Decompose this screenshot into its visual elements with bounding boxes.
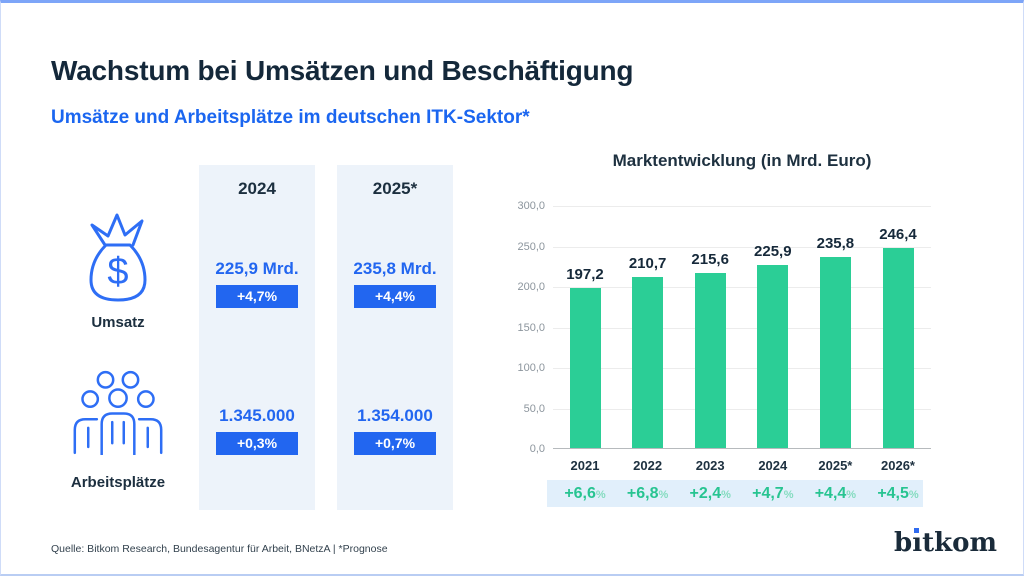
gridline bbox=[553, 368, 931, 369]
bar-value-label: 215,6 bbox=[691, 251, 729, 269]
umsatz-2024: 225,9 Mrd. +4,7% bbox=[199, 259, 315, 308]
bar-value-label: 225,9 bbox=[754, 243, 792, 261]
page-title: Wachstum bei Umsätzen und Beschäftigung bbox=[51, 55, 634, 86]
growth-badge: +4,7% bbox=[752, 485, 794, 502]
bar-2022 bbox=[632, 277, 664, 448]
column-2024-header: 2024 bbox=[238, 179, 276, 198]
umsatz-label: Umsatz bbox=[91, 314, 145, 331]
bar-2023 bbox=[694, 273, 726, 448]
bar-value-label: 235,8 bbox=[816, 235, 855, 253]
jobs-2025-value: 1.354.000 bbox=[357, 406, 433, 425]
growth-badge: +6,6% bbox=[564, 485, 606, 502]
bar-2025* bbox=[819, 257, 851, 448]
x-tick-label: 2021 bbox=[570, 458, 600, 473]
umsatz-2025-value: 235,8 Mrd. bbox=[353, 259, 437, 278]
people-icon bbox=[73, 370, 163, 456]
money-bag-icon: $ bbox=[89, 213, 147, 302]
growth-badge: +4,4% bbox=[814, 485, 857, 502]
y-tick-label: 200,0 bbox=[517, 281, 545, 293]
chart-plot: 197,2 210,7 215,6 225,9 235,8 246,4 bbox=[553, 206, 931, 449]
growth-badge: +6,8% bbox=[626, 485, 669, 502]
x-tick-label: 2023 bbox=[695, 458, 725, 473]
gridline bbox=[553, 287, 931, 288]
jobs-2024-change-badge: +0,3% bbox=[216, 432, 298, 455]
growth-band: +6,6% +6,8% +2,4% +4,7% +4,4% +4,5% bbox=[547, 480, 923, 507]
percent-sign: % bbox=[595, 489, 606, 501]
gridline bbox=[553, 408, 931, 410]
umsatz-2025: 235,8 Mrd. +4,4% bbox=[337, 259, 453, 308]
percent-sign: % bbox=[908, 489, 919, 501]
umsatz-2024-change-badge: +4,7% bbox=[216, 285, 298, 308]
x-tick-label: 2026* bbox=[881, 458, 915, 473]
percent-sign: % bbox=[658, 489, 669, 501]
arbeitsplaetze-label: Arbeitsplätze bbox=[70, 474, 166, 491]
bar-value-label: 210,7 bbox=[628, 255, 667, 273]
jobs-2025: 1.354.000 +0,7% bbox=[337, 406, 453, 455]
column-2025: 2025* 235,8 Mrd. +4,4% 1.354.000 +0,7% bbox=[337, 165, 453, 510]
umsatz-2025-change-badge: +4,4% bbox=[354, 285, 436, 308]
y-tick-label: 250,0 bbox=[517, 240, 545, 253]
y-tick-label: 300,0 bbox=[517, 200, 545, 212]
umsatz-row: $ Umsatz bbox=[53, 208, 183, 331]
arbeitsplaetze-row: Arbeitsplätze bbox=[53, 370, 183, 491]
bar-value-label: 197,2 bbox=[566, 266, 604, 284]
column-2025-header: 2025* bbox=[372, 179, 418, 198]
logo-i: ı bbox=[912, 528, 923, 558]
source-note: Quelle: Bitkom Research, Bundesagentur f… bbox=[51, 543, 388, 555]
chart-y-axis: 300,0 250,0 200,0 150,0 100,0 50,0 0,0 bbox=[501, 143, 545, 523]
gridline bbox=[553, 206, 931, 207]
growth-badge: +4,5% bbox=[877, 485, 919, 502]
x-tick-label: 2024 bbox=[758, 458, 788, 473]
percent-sign: % bbox=[846, 489, 857, 501]
chart-title: Marktentwicklung (in Mrd. Euro) bbox=[612, 151, 872, 170]
x-tick-label: 2025* bbox=[818, 458, 853, 473]
jobs-2024: 1.345.000 +0,3% bbox=[199, 406, 315, 455]
bar-2024 bbox=[757, 265, 789, 448]
umsatz-2024-value: 225,9 Mrd. bbox=[215, 259, 299, 278]
column-2024: 2024 225,9 Mrd. +4,7% 1.345.000 +0,3% bbox=[199, 165, 315, 510]
jobs-2024-value: 1.345.000 bbox=[219, 406, 295, 425]
y-tick-label: 50,0 bbox=[523, 402, 545, 415]
growth-badge: +2,4% bbox=[689, 485, 731, 502]
gridline bbox=[553, 246, 931, 248]
percent-sign: % bbox=[721, 489, 731, 501]
svg-text:$: $ bbox=[107, 251, 128, 293]
x-tick-label: 2022 bbox=[633, 458, 663, 473]
bar-2026* bbox=[882, 248, 914, 448]
bar-value-label: 246,4 bbox=[879, 226, 917, 244]
y-tick-label: 100,0 bbox=[517, 362, 545, 374]
jobs-2025-change-badge: +0,7% bbox=[354, 432, 436, 455]
page-subtitle: Umsätze und Arbeitsplätze im deutschen I… bbox=[51, 107, 530, 128]
logo-i-dot bbox=[914, 528, 920, 533]
y-tick-label: 150,0 bbox=[517, 321, 545, 334]
y-tick-label: 0,0 bbox=[529, 443, 545, 455]
percent-sign: % bbox=[783, 489, 794, 501]
bitkom-logo: bı tkom bbox=[894, 528, 997, 558]
gridline bbox=[553, 327, 931, 329]
market-chart: Marktentwicklung (in Mrd. Euro) 300,0 250… bbox=[501, 143, 961, 523]
chart-x-axis: 2021 2022 2023 2024 2025* 2026* bbox=[553, 458, 931, 474]
bar-2021 bbox=[569, 288, 601, 448]
